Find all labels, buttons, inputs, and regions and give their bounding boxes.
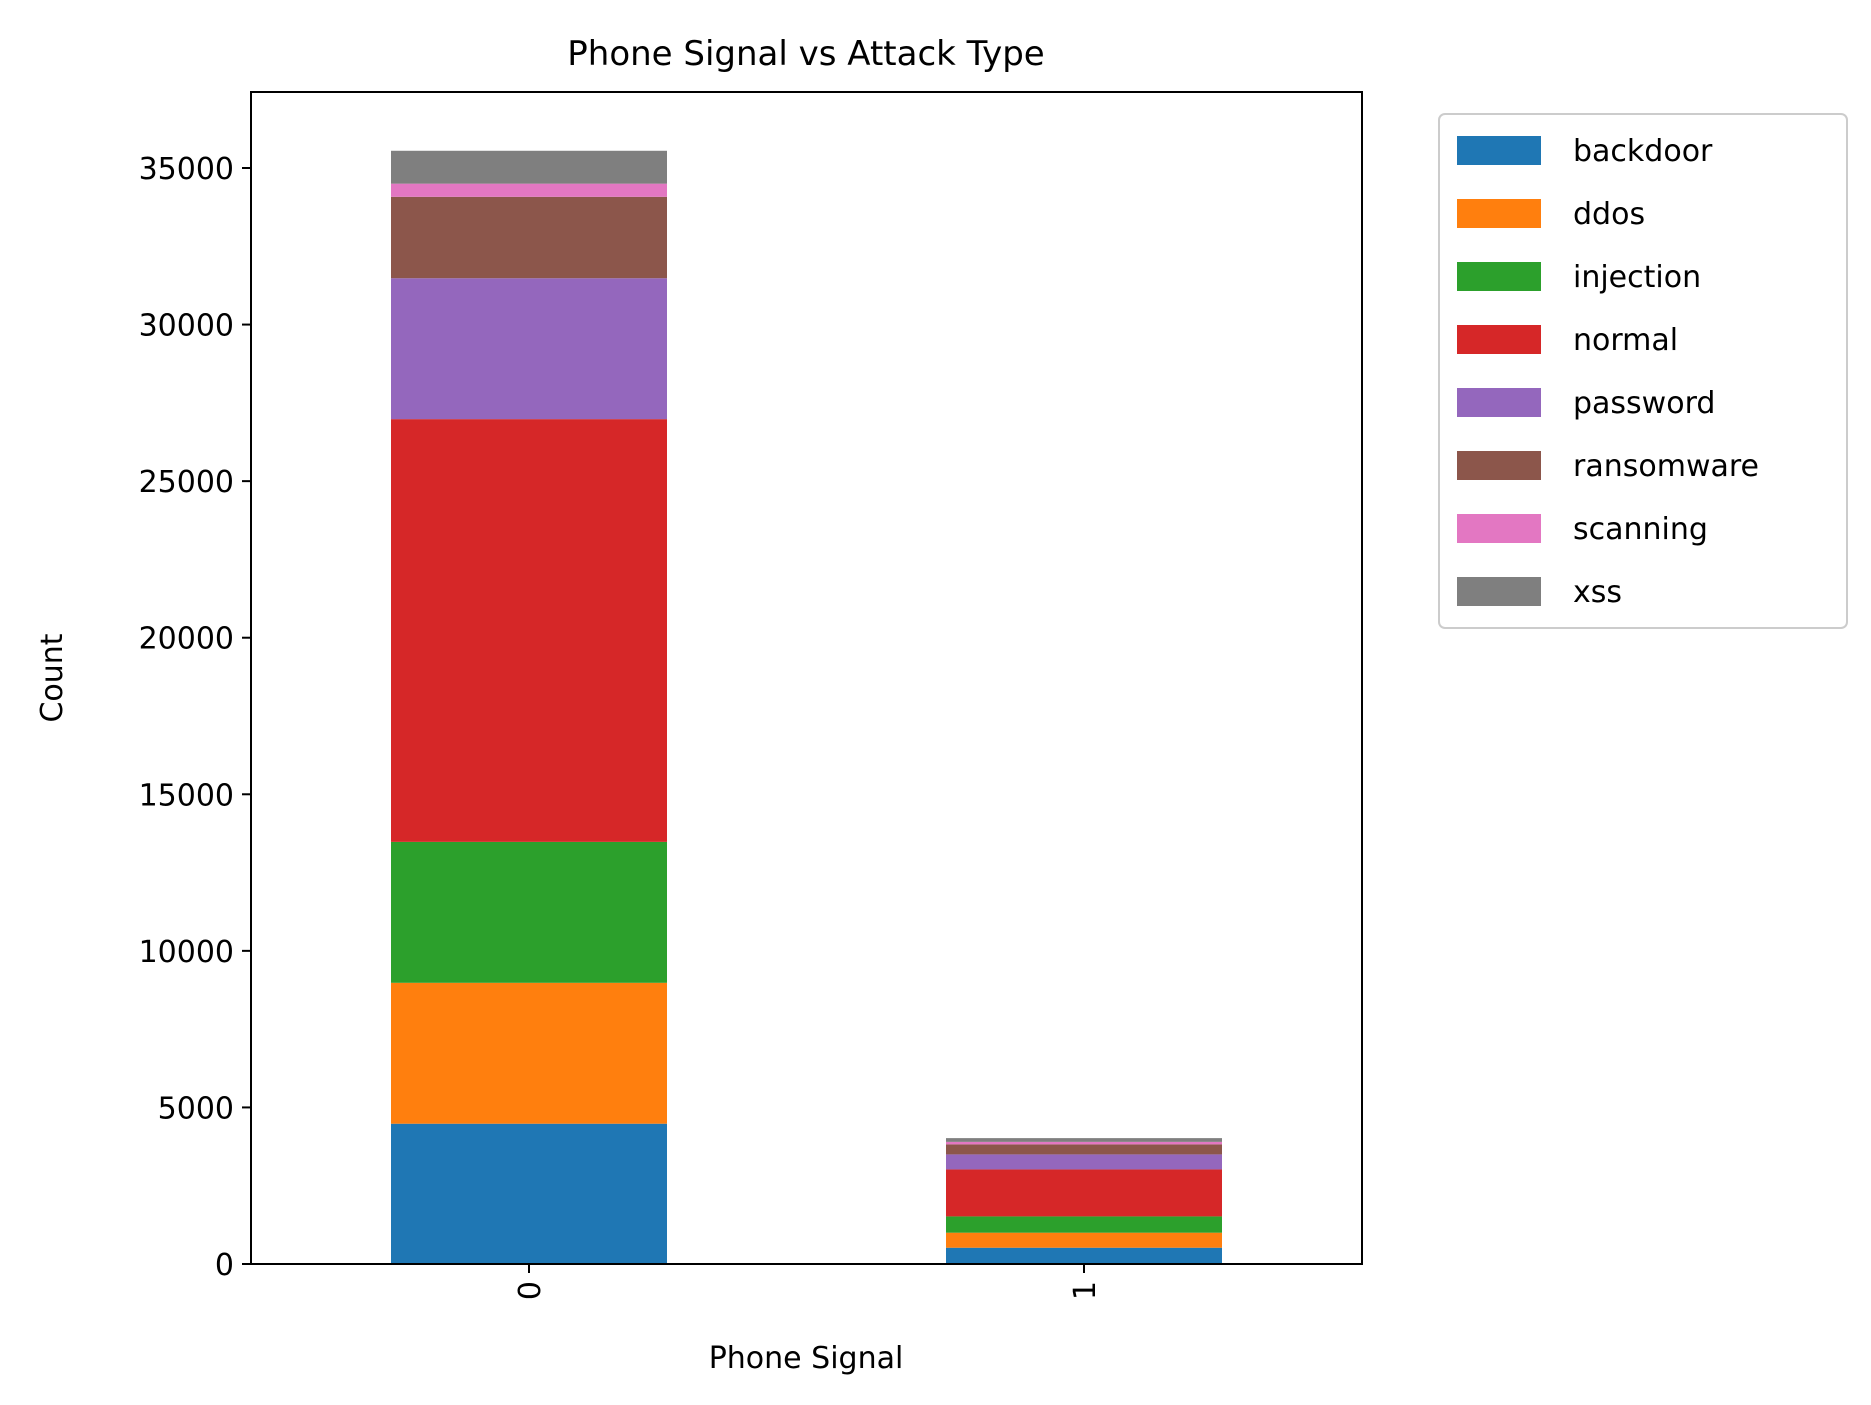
y-tick-label: 0	[215, 1248, 234, 1283]
plot-frame	[250, 91, 1363, 1265]
legend-swatch-ddos	[1457, 199, 1541, 228]
legend-swatch-password	[1457, 388, 1541, 417]
chart-title: Phone Signal vs Attack Type	[567, 34, 1044, 74]
x-tick-label: 0	[513, 1281, 548, 1300]
y-axis: 0 5000 10000 15000 20000 25000 30000 35000	[139, 152, 251, 1283]
y-tick-label: 30000	[139, 309, 234, 344]
legend-label-backdoor: backdoor	[1573, 134, 1713, 169]
bar-segment-ddos-0	[391, 982, 667, 1124]
bar-segment-injection-1	[946, 1216, 1222, 1233]
bar-segment-xss-1	[946, 1138, 1222, 1142]
legend-label-injection: injection	[1573, 260, 1701, 295]
bar-segment-scanning-0	[391, 183, 667, 197]
legend-swatch-ransomware	[1457, 451, 1541, 480]
legend-swatch-normal	[1457, 325, 1541, 354]
bar-segment-backdoor-1	[946, 1247, 1222, 1264]
y-tick-label: 10000	[139, 935, 234, 970]
y-tick-label: 25000	[139, 465, 234, 500]
x-tick-label: 1	[1068, 1281, 1103, 1300]
y-tick-label: 5000	[158, 1091, 234, 1126]
legend-label-ddos: ddos	[1573, 197, 1645, 232]
legend-swatch-backdoor	[1457, 136, 1541, 165]
y-axis-label: Count	[35, 633, 70, 722]
legend-frame	[1438, 113, 1848, 629]
bar-segment-normal-0	[391, 419, 667, 842]
bar-segment-xss-0	[391, 150, 667, 184]
bar-segment-ransomware-0	[391, 196, 667, 279]
legend-swatch-scanning	[1457, 514, 1541, 543]
bar-segment-password-0	[391, 278, 667, 420]
legend-label-normal: normal	[1573, 323, 1678, 358]
legend-label-password: password	[1573, 386, 1715, 421]
bar-segment-injection-0	[391, 841, 667, 983]
bar-segment-password-1	[946, 1154, 1222, 1170]
bar-segment-ddos-1	[946, 1232, 1222, 1248]
y-tick-label: 15000	[139, 778, 234, 813]
bar-segment-backdoor-0	[391, 1123, 667, 1264]
x-axis-label: Phone Signal	[709, 1341, 904, 1376]
legend-swatch-xss	[1457, 577, 1541, 606]
legend: backdoor ddos injection normal password ranso…	[1438, 113, 1848, 629]
legend-label-scanning: scanning	[1573, 512, 1708, 547]
legend-label-ransomware: ransomware	[1573, 449, 1759, 484]
bar-segment-scanning-1	[946, 1141, 1222, 1145]
legend-swatch-injection	[1457, 262, 1541, 291]
bar-segment-normal-1	[946, 1169, 1222, 1217]
legend-label-xss: xss	[1573, 575, 1622, 610]
y-tick-label: 20000	[139, 622, 234, 657]
bars-layer	[391, 150, 1222, 1264]
bar-segment-ransomware-1	[946, 1144, 1222, 1155]
y-tick-label: 35000	[139, 152, 234, 187]
